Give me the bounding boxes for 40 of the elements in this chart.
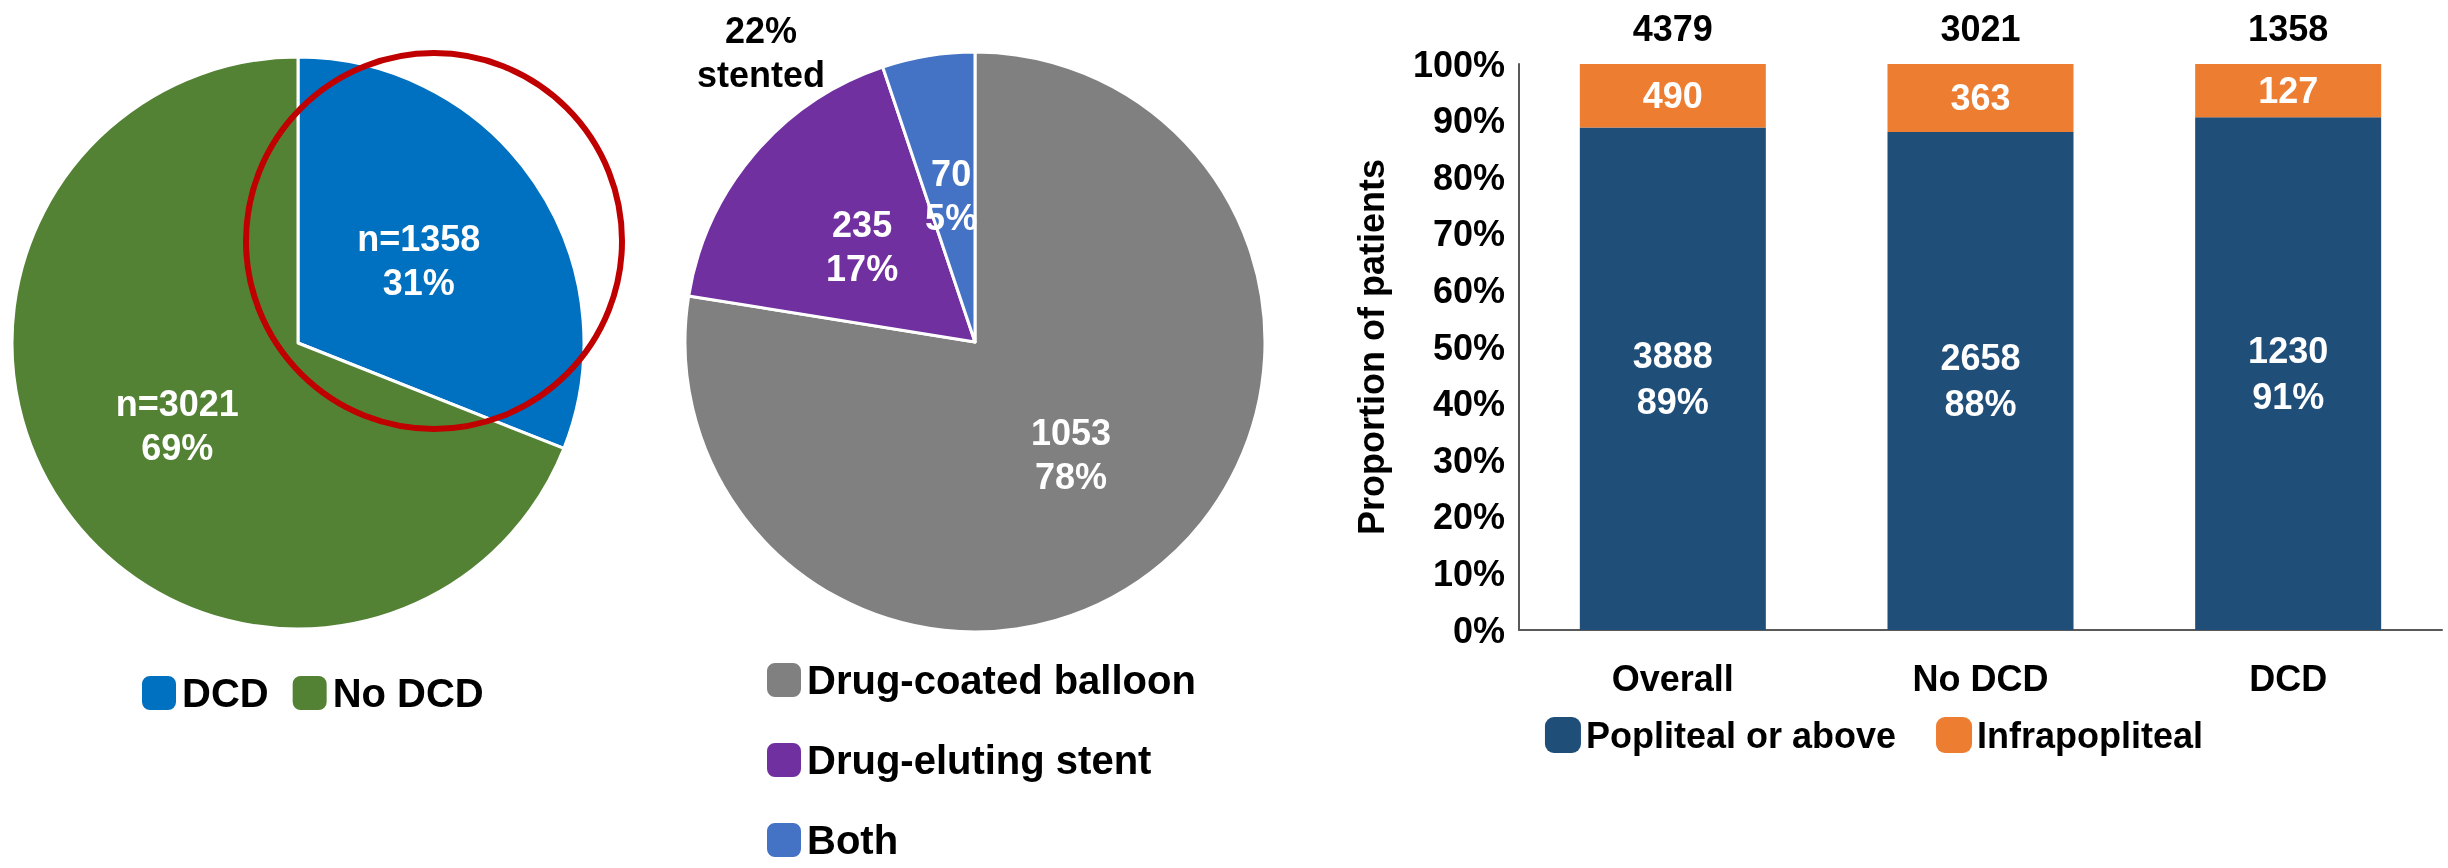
y-tick-label: 90% <box>1432 100 1505 142</box>
annotation: 363 <box>1950 77 2011 119</box>
legend-label: Drug-eluting stent <box>807 738 1152 782</box>
annotation: 4379 <box>1632 8 1713 49</box>
bar <box>2195 64 2382 118</box>
y-tick-label: 0% <box>1452 609 1505 651</box>
y-tick-label: 80% <box>1432 156 1505 198</box>
data-label: n=1358 31% <box>357 218 481 304</box>
data-label: 2658 88% <box>1940 337 2021 425</box>
y-tick-label: 60% <box>1432 269 1505 311</box>
bar <box>1579 127 1766 630</box>
data-label: n=3021 69% <box>115 382 239 468</box>
y-axis-title: Proportion of patients <box>1350 159 1392 535</box>
y-tick-label: 20% <box>1432 496 1505 538</box>
y-tick-label: 50% <box>1432 326 1505 368</box>
annotation: 3021 <box>1940 8 2021 49</box>
text: 22% stented <box>696 9 826 95</box>
bar <box>1887 131 2074 630</box>
y-tick-label: 70% <box>1432 213 1505 255</box>
data-label: 3888 89% <box>1632 335 1713 423</box>
data-label: 235 17% <box>826 203 899 289</box>
x-tick-label: DCD <box>2249 657 2328 699</box>
legend-label: Infrapopliteal <box>1977 714 2204 756</box>
x-tick-label: Overall <box>1611 657 1734 699</box>
annotation: 127 <box>2258 70 2319 112</box>
legend-label: Drug-coated balloon <box>807 658 1196 702</box>
x-tick-label: No DCD <box>1912 657 2049 699</box>
y-tick-label: 40% <box>1432 383 1505 425</box>
bar <box>2195 117 2382 630</box>
bar <box>1887 64 2074 132</box>
legend-label: Both <box>807 818 899 862</box>
data-label: 1053 78% <box>1030 412 1112 498</box>
bar <box>1579 64 1766 128</box>
legend-label: Popliteal or above <box>1585 714 1897 756</box>
y-tick-label: 100% <box>1412 43 1505 85</box>
annotation: 1358 <box>2248 8 2329 49</box>
y-tick-label: 10% <box>1432 552 1505 594</box>
y-tick-label: 30% <box>1432 439 1505 481</box>
data-label: 1230 91% <box>2248 330 2329 418</box>
annotation: 490 <box>1642 75 1703 117</box>
